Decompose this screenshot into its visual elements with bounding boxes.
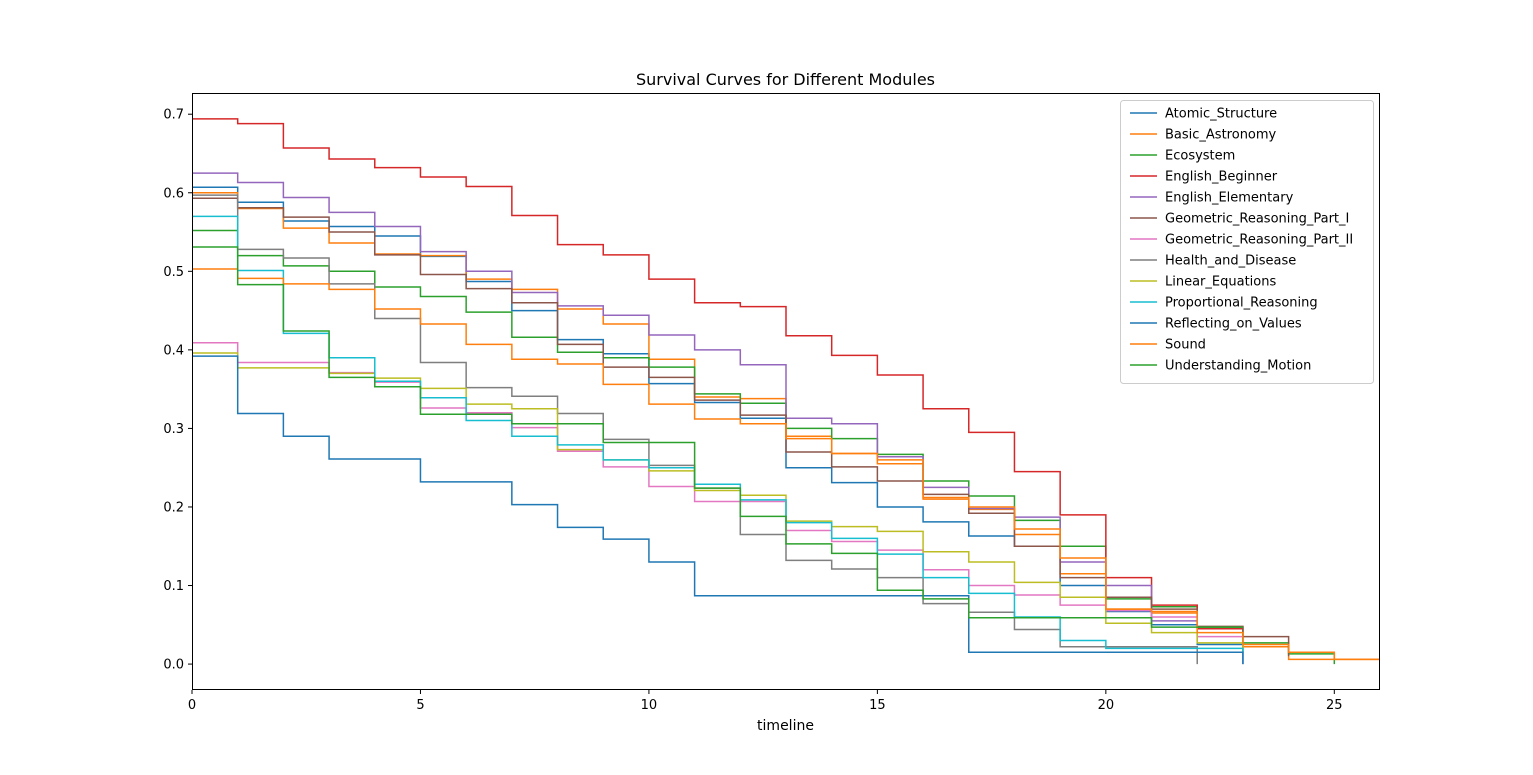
legend-label: Basic_Astronomy	[1165, 128, 1277, 143]
x-tick-label: 25	[1326, 698, 1343, 713]
legend-label: Sound	[1165, 338, 1206, 353]
legend-label: Geometric_Reasoning_Part_I	[1165, 212, 1349, 227]
series-line-english-elementary	[192, 172, 1198, 641]
x-tick-label: 20	[1098, 698, 1115, 713]
y-tick-label: 0.3	[163, 422, 184, 437]
series-line-proportional-reasoning	[192, 215, 1244, 653]
y-tick-label: 0.7	[163, 108, 184, 123]
legend-label: Geometric_Reasoning_Part_II	[1165, 233, 1353, 248]
legend-label: Atomic_Structure	[1165, 107, 1277, 122]
y-tick-label: 0.1	[163, 579, 184, 594]
plot-frame	[192, 93, 1380, 690]
x-tick-label: 15	[869, 698, 886, 713]
legend-label: Reflecting_on_Values	[1165, 317, 1302, 332]
chart-title: Survival Curves for Different Modules	[636, 70, 935, 89]
x-axis-label: timeline	[757, 718, 814, 734]
legend-label: English_Elementary	[1165, 191, 1294, 206]
series-line-understanding-motion	[192, 246, 1243, 628]
y-tick-label: 0.2	[163, 500, 184, 515]
series-line-atomic-structure	[192, 186, 1244, 665]
y-tick-label: 0.4	[163, 343, 184, 358]
y-axis-ticks: 0.0 0.1 0.2 0.3 0.4 0.5 0.6 0.7	[163, 108, 192, 673]
y-tick-label: 0.5	[163, 265, 184, 280]
legend-label: Understanding_Motion	[1165, 359, 1311, 374]
x-tick-label: 0	[188, 698, 196, 713]
series-line-reflecting-on-values	[192, 355, 1244, 665]
y-tick-label: 0.0	[163, 658, 184, 673]
series-line-linear-equations	[192, 352, 1244, 653]
legend-label: Ecosystem	[1165, 149, 1235, 164]
x-tick-label: 5	[416, 698, 424, 713]
series-line-geometric-reasoning-part-ii	[192, 342, 1243, 638]
x-axis-ticks: 0 5 10 15 20 25	[188, 690, 1343, 713]
legend-label: English_Beginner	[1165, 170, 1278, 185]
legend-label: Proportional_Reasoning	[1165, 296, 1318, 311]
y-tick-label: 0.6	[163, 186, 184, 201]
series-line-english-beginner	[192, 118, 1243, 630]
legend-box	[1120, 100, 1374, 384]
x-tick-label: 10	[641, 698, 658, 713]
legend-label: Linear_Equations	[1165, 275, 1276, 290]
legend-label: Health_and_Disease	[1165, 254, 1296, 269]
series-line-sound	[192, 268, 1380, 661]
plot-lines	[192, 118, 1380, 665]
legend: Atomic_Structure Basic_Astronomy Ecosystem…	[1120, 100, 1374, 384]
